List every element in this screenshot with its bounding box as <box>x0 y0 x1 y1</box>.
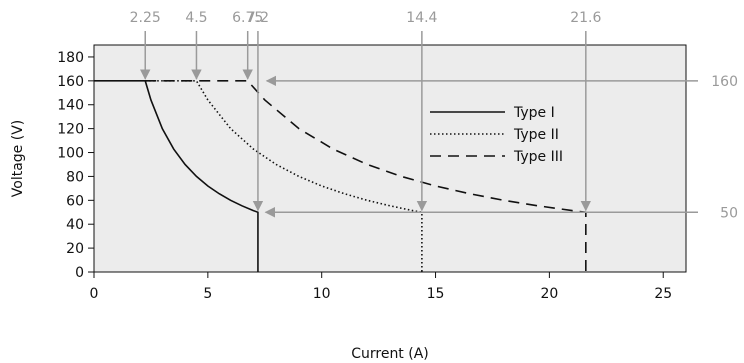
x-tick-label-10: 10 <box>313 286 331 302</box>
y-tick-label-60: 60 <box>66 193 84 209</box>
annotation-label-x-2: 4.5 <box>185 10 207 26</box>
annotation-label-x-4: 7.2 <box>247 10 269 26</box>
y-tick-label-120: 120 <box>57 122 84 138</box>
legend-label-3: Type III <box>513 149 563 165</box>
x-tick-label-5: 5 <box>203 286 212 302</box>
y-tick-label-140: 140 <box>57 98 84 114</box>
y-tick-label-180: 180 <box>57 50 84 66</box>
legend-label-2: Type II <box>513 127 559 143</box>
y-tick-label-160: 160 <box>57 74 84 90</box>
annotation-label-x-5: 14.4 <box>406 10 437 26</box>
annotation-label-x-1: 2.25 <box>130 10 161 26</box>
annotation-label-x-6: 21.6 <box>570 10 601 26</box>
annotation-label-x-3: 6.75 <box>232 10 263 26</box>
y-tick-label-100: 100 <box>57 146 84 162</box>
x-tick-label-20: 20 <box>540 286 558 302</box>
series-line-1 <box>94 80 259 272</box>
x-tick-label-25: 25 <box>654 286 672 302</box>
plot-area <box>93 44 687 273</box>
y-tick-label-0: 0 <box>75 265 84 281</box>
y-tick-label-80: 80 <box>66 169 84 185</box>
x-axis-title: Current (A) <box>351 346 429 362</box>
y-tick-label-40: 40 <box>66 217 84 233</box>
series-line-3 <box>145 80 587 272</box>
x-tick-label-15: 15 <box>427 286 445 302</box>
legend-label-1: Type I <box>513 105 555 121</box>
annotation-label-y-2: 50 <box>720 205 738 221</box>
series-line-2 <box>145 80 423 272</box>
x-tick-label-0: 0 <box>90 286 99 302</box>
annotation-label-y-1: 160 <box>711 74 738 90</box>
y-axis-title: Voltage (V) <box>10 120 26 197</box>
y-tick-label-20: 20 <box>66 241 84 257</box>
